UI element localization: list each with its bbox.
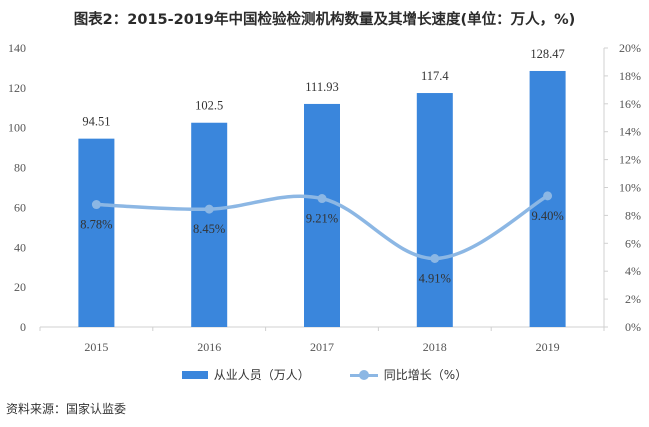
y-right-tick-label: 14% xyxy=(619,125,641,139)
legend-line-label: 同比增长（%） xyxy=(383,368,468,382)
bar xyxy=(191,122,228,327)
chart-title: 图表2：2015-2019年中国检验检测机构数量及其增长速度(单位：万人，%) xyxy=(73,12,576,28)
y-left-tick-label: 60 xyxy=(14,200,26,214)
bar xyxy=(416,93,453,327)
growth-value-label: 8.78% xyxy=(80,218,112,232)
growth-point xyxy=(317,194,327,204)
growth-point xyxy=(204,204,214,214)
legend-item-bar: 从业人员（万人） xyxy=(181,366,310,383)
y-right-tick-label: 0% xyxy=(625,320,641,334)
y-right-tick-label: 16% xyxy=(619,97,641,111)
x-tick-label: 2019 xyxy=(536,340,560,354)
y-left-tick-label: 140 xyxy=(8,41,26,55)
y-left-tick-label: 100 xyxy=(8,121,26,135)
growth-value-label: 9.40% xyxy=(531,209,563,223)
legend-bar-swatch xyxy=(181,370,208,379)
y-left-tick-label: 80 xyxy=(14,161,26,175)
bar-value-label: 117.4 xyxy=(421,69,449,83)
x-tick-label: 2017 xyxy=(310,340,334,354)
legend: 从业人员（万人） 同比增长（%） xyxy=(0,366,649,383)
y-right-tick-label: 8% xyxy=(625,208,641,222)
y-right-tick-label: 10% xyxy=(619,181,641,195)
bar-value-label: 94.51 xyxy=(82,115,110,129)
y-right-tick-label: 6% xyxy=(625,236,641,250)
y-left-tick-label: 120 xyxy=(8,81,26,95)
growth-point xyxy=(430,254,440,264)
y-right-tick-label: 20% xyxy=(619,41,641,55)
legend-bar-label: 从业人员（万人） xyxy=(213,368,310,382)
growth-point xyxy=(91,200,101,210)
growth-value-label: 9.21% xyxy=(306,212,338,226)
x-tick-label: 2016 xyxy=(197,340,221,354)
source-note: 资料来源：国家认监委 xyxy=(6,402,127,416)
legend-line-swatch xyxy=(349,369,378,380)
y-right-tick-label: 2% xyxy=(625,292,641,306)
x-tick-label: 2018 xyxy=(423,340,447,354)
y-left-tick-label: 0 xyxy=(20,320,26,334)
bar-value-label: 102.5 xyxy=(195,99,223,113)
x-tick-label: 2015 xyxy=(84,340,108,354)
y-right-tick-label: 4% xyxy=(625,264,641,278)
legend-item-line: 同比增长（%） xyxy=(349,366,468,383)
growth-value-label: 4.91% xyxy=(419,272,451,286)
y-right-tick-label: 18% xyxy=(619,69,641,83)
growth-value-label: 8.45% xyxy=(193,222,225,236)
y-left-tick-label: 40 xyxy=(14,240,26,254)
bar xyxy=(304,103,340,327)
growth-point xyxy=(543,191,553,201)
y-left-tick-label: 20 xyxy=(14,280,26,294)
bar-value-label: 128.47 xyxy=(530,47,564,61)
bar-value-label: 111.93 xyxy=(305,80,338,94)
y-right-tick-label: 12% xyxy=(619,153,641,167)
bar xyxy=(78,138,115,327)
